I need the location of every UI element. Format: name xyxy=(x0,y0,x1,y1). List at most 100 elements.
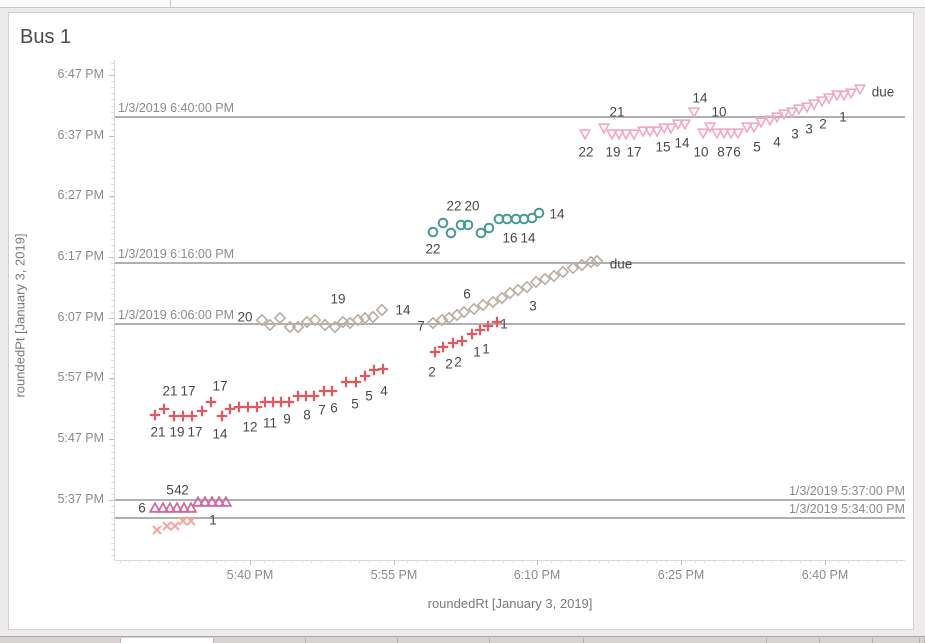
tan-series-point[interactable] xyxy=(318,318,332,332)
tan-series-point[interactable] xyxy=(547,269,561,283)
red-series-point[interactable] xyxy=(340,376,352,388)
red-series-point[interactable] xyxy=(429,346,441,358)
tan-series-point[interactable] xyxy=(426,316,440,330)
pink-due-series-point[interactable] xyxy=(822,93,836,105)
red-series-point[interactable] xyxy=(437,341,449,353)
red-series-point[interactable] xyxy=(177,410,189,422)
pink-due-series-point[interactable] xyxy=(636,126,650,138)
tan-series-point[interactable] xyxy=(273,311,287,325)
salmon-series-point[interactable] xyxy=(162,521,172,531)
pink-due-series-point[interactable] xyxy=(619,129,633,141)
teal-series-point[interactable] xyxy=(462,219,474,231)
pink-due-series-point[interactable] xyxy=(763,115,777,127)
red-series-point[interactable] xyxy=(168,410,180,422)
red-series-point[interactable] xyxy=(224,403,236,415)
pink-due-series-point[interactable] xyxy=(678,119,692,131)
pink-due-series-point[interactable] xyxy=(785,107,799,119)
red-series-point[interactable] xyxy=(308,390,320,402)
red-series-point[interactable] xyxy=(377,363,389,375)
pink-due-series-point[interactable] xyxy=(853,84,867,96)
red-series-point[interactable] xyxy=(447,337,459,349)
red-series-point[interactable] xyxy=(242,401,254,413)
pink-due-series-point[interactable] xyxy=(578,129,592,141)
pink-due-series-point[interactable] xyxy=(800,102,814,114)
sheet-tab[interactable] xyxy=(306,638,398,643)
salmon-series-point[interactable] xyxy=(152,525,162,535)
tan-series-point[interactable] xyxy=(495,291,509,305)
pink-due-series-point[interactable] xyxy=(597,123,611,135)
teal-series-point[interactable] xyxy=(483,222,495,234)
pink-due-series-point[interactable] xyxy=(731,128,745,140)
pink-due-series-point[interactable] xyxy=(724,128,738,140)
magenta-series-point[interactable] xyxy=(184,501,198,513)
red-series-point[interactable] xyxy=(283,396,295,408)
tan-series-point[interactable] xyxy=(529,275,543,289)
pink-due-series-point[interactable] xyxy=(627,129,641,141)
red-series-point[interactable] xyxy=(466,328,478,340)
magenta-series-point[interactable] xyxy=(163,501,177,513)
red-series-point[interactable] xyxy=(233,401,245,413)
magenta-series-point[interactable] xyxy=(170,501,184,513)
magenta-series-point[interactable] xyxy=(205,495,219,507)
red-series-point[interactable] xyxy=(251,401,263,413)
salmon-series-point[interactable] xyxy=(186,516,196,526)
pink-due-series-point[interactable] xyxy=(815,96,829,108)
pink-due-series-point[interactable] xyxy=(717,128,731,140)
red-series-point[interactable] xyxy=(216,410,228,422)
magenta-series-point[interactable] xyxy=(198,495,212,507)
tan-series-point[interactable] xyxy=(291,320,305,334)
teal-series-point[interactable] xyxy=(455,219,467,231)
teal-series-point[interactable] xyxy=(437,217,449,229)
magenta-series-point[interactable] xyxy=(177,501,191,513)
red-series-point[interactable] xyxy=(491,316,503,328)
pink-due-series-point[interactable] xyxy=(837,90,851,102)
magenta-series-point[interactable] xyxy=(156,501,170,513)
pink-due-series-point[interactable] xyxy=(643,126,657,138)
tan-series-point[interactable] xyxy=(584,255,598,269)
red-series-point[interactable] xyxy=(350,376,362,388)
tan-series-point[interactable] xyxy=(263,318,277,332)
pink-due-series-point[interactable] xyxy=(792,104,806,116)
teal-series-point[interactable] xyxy=(427,226,439,238)
pink-due-series-point[interactable] xyxy=(664,123,678,135)
salmon-series-point[interactable] xyxy=(170,521,180,531)
pink-due-series-point[interactable] xyxy=(687,107,701,119)
pink-due-series-point[interactable] xyxy=(740,122,754,134)
pink-due-series-point[interactable] xyxy=(830,90,844,102)
teal-series-point[interactable] xyxy=(475,227,487,239)
salmon-series-point[interactable] xyxy=(178,516,188,526)
pink-due-series-point[interactable] xyxy=(703,122,717,134)
red-series-point[interactable] xyxy=(205,396,217,408)
sheet-tab[interactable] xyxy=(121,638,214,643)
red-series-point[interactable] xyxy=(326,385,338,397)
red-series-point[interactable] xyxy=(186,410,198,422)
tan-series-point[interactable] xyxy=(308,313,322,327)
red-series-point[interactable] xyxy=(149,409,161,421)
tan-series-point[interactable] xyxy=(255,313,269,327)
magenta-series-point[interactable] xyxy=(212,495,226,507)
pink-due-series-point[interactable] xyxy=(807,99,821,111)
pink-due-series-point[interactable] xyxy=(657,123,671,135)
tan-series-point[interactable] xyxy=(590,254,604,268)
tan-series-point[interactable] xyxy=(538,272,552,286)
pink-due-series-point[interactable] xyxy=(710,128,724,140)
magenta-series-point[interactable] xyxy=(219,495,233,507)
pink-due-series-point[interactable] xyxy=(650,126,664,138)
teal-series-point[interactable] xyxy=(533,207,545,219)
sheet-tab[interactable] xyxy=(398,638,490,643)
tan-series-point[interactable] xyxy=(575,258,589,272)
tan-series-point[interactable] xyxy=(520,280,534,294)
sheet-tab[interactable] xyxy=(820,638,873,643)
red-series-point[interactable] xyxy=(456,335,468,347)
red-series-point[interactable] xyxy=(158,403,170,415)
pink-due-series-point[interactable] xyxy=(747,122,761,134)
magenta-series-point[interactable] xyxy=(191,495,205,507)
red-series-point[interactable] xyxy=(474,324,486,336)
tan-series-point[interactable] xyxy=(435,313,449,327)
tan-series-point[interactable] xyxy=(566,261,580,275)
pink-due-series-point[interactable] xyxy=(671,119,685,131)
tan-series-point[interactable] xyxy=(457,305,471,319)
tan-series-point[interactable] xyxy=(556,265,570,279)
red-series-point[interactable] xyxy=(368,364,380,376)
tan-series-point[interactable] xyxy=(511,283,525,297)
